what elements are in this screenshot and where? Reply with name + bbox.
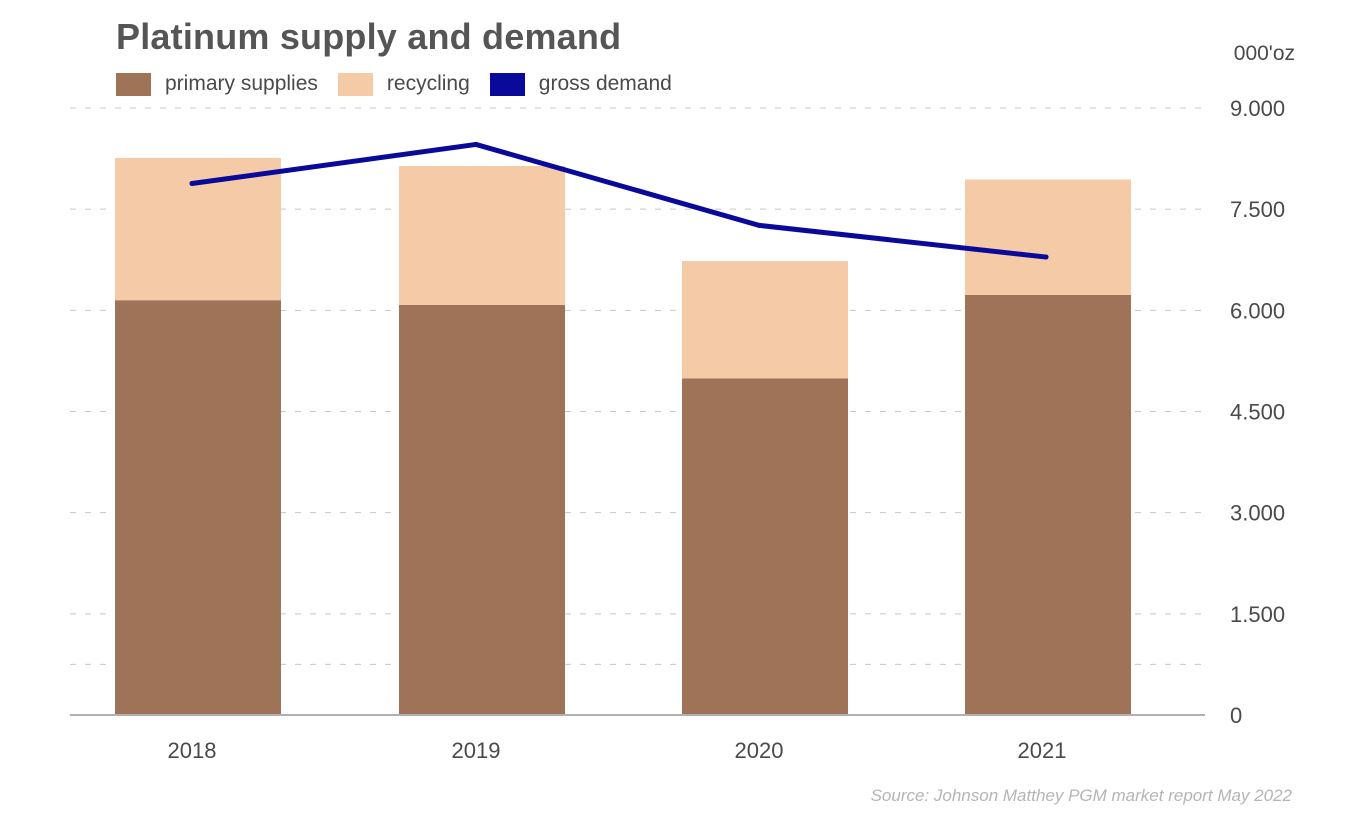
- point-gross-demand: [756, 222, 762, 228]
- bar-primary-supplies: [399, 304, 565, 715]
- legend-item-primary-supplies: primary supplies: [116, 72, 318, 96]
- chart-title: Platinum supply and demand: [116, 16, 622, 57]
- y-tick-label: 4.500: [1230, 400, 1285, 425]
- legend-swatch-primary-supplies: [116, 72, 151, 96]
- point-gross-demand: [473, 141, 479, 147]
- y-tick-label: 1.500: [1230, 602, 1285, 627]
- chart-legend: primary supplies recycling gross demand: [116, 72, 678, 96]
- line-gross-demand: [189, 141, 1049, 260]
- bar-primary-supplies: [965, 294, 1131, 715]
- y-tick-label: 7.500: [1230, 197, 1285, 222]
- x-tick-label: 2018: [168, 738, 217, 763]
- source-note: Source: Johnson Matthey PGM market repor…: [870, 786, 1292, 805]
- x-tick-label: 2020: [735, 738, 784, 763]
- bar-recycling: [682, 261, 848, 379]
- y-tick-label: 6.000: [1230, 298, 1285, 323]
- y-tick-label: 9.000: [1230, 96, 1285, 121]
- legend-label-primary-supplies: primary supplies: [165, 72, 318, 95]
- legend-item-gross-demand: gross demand: [489, 72, 672, 96]
- legend-item-recycling: recycling: [337, 72, 470, 96]
- point-gross-demand: [189, 181, 195, 187]
- legend-swatch-recycling: [337, 72, 373, 96]
- bar-recycling: [399, 166, 565, 305]
- legend-swatch-gross-demand: [489, 72, 525, 96]
- y-tick-label: 0: [1230, 703, 1242, 728]
- point-gross-demand: [1043, 254, 1049, 260]
- x-tick-label: 2021: [1018, 738, 1067, 763]
- legend-label-gross-demand: gross demand: [538, 72, 672, 95]
- bar-primary-supplies: [115, 300, 281, 715]
- x-tick-label: 2019: [452, 738, 501, 763]
- y-tick-label: 3.000: [1230, 501, 1285, 526]
- bar-primary-supplies: [682, 378, 848, 715]
- y-axis-unit-label: 000'oz: [1233, 42, 1295, 65]
- bar-recycling: [965, 179, 1131, 295]
- bar-recycling: [115, 157, 281, 301]
- legend-label-recycling: recycling: [386, 72, 470, 95]
